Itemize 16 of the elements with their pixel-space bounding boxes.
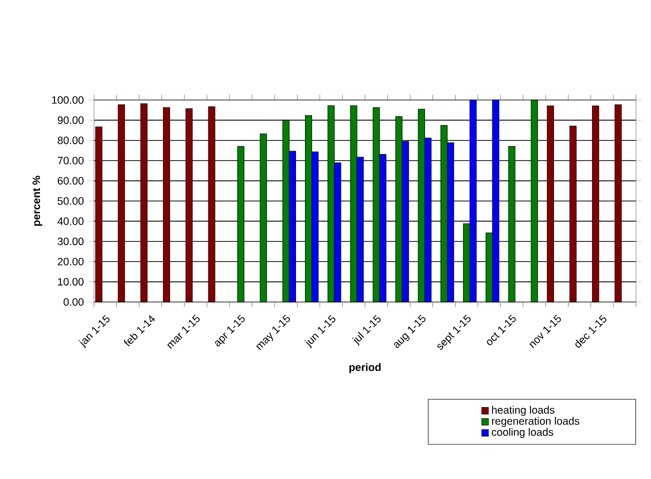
legend-label: regeneration loads (492, 416, 580, 427)
y-tick-label: 40.00 (58, 217, 84, 225)
legend-label: heating loads (492, 406, 554, 416)
legend-label: cooling loads (492, 428, 554, 438)
y-tick-label: 30.00 (58, 238, 84, 246)
y-tick-label: 20.00 (58, 258, 84, 266)
y-tick-label: 50.00 (58, 197, 84, 205)
y-tick-label: 80.00 (58, 136, 84, 144)
y-tick-label: 100.00 (52, 96, 84, 104)
y-tick-label: 70.00 (58, 156, 84, 164)
y-tick-label: 90.00 (58, 116, 84, 124)
x-axis-title: period (349, 363, 381, 374)
y-tick-label: 60.00 (58, 177, 84, 185)
y-tick-label: 0.00 (64, 298, 84, 306)
y-axis-title: percent % (32, 176, 42, 226)
y-tick-label: 10.00 (58, 278, 84, 286)
